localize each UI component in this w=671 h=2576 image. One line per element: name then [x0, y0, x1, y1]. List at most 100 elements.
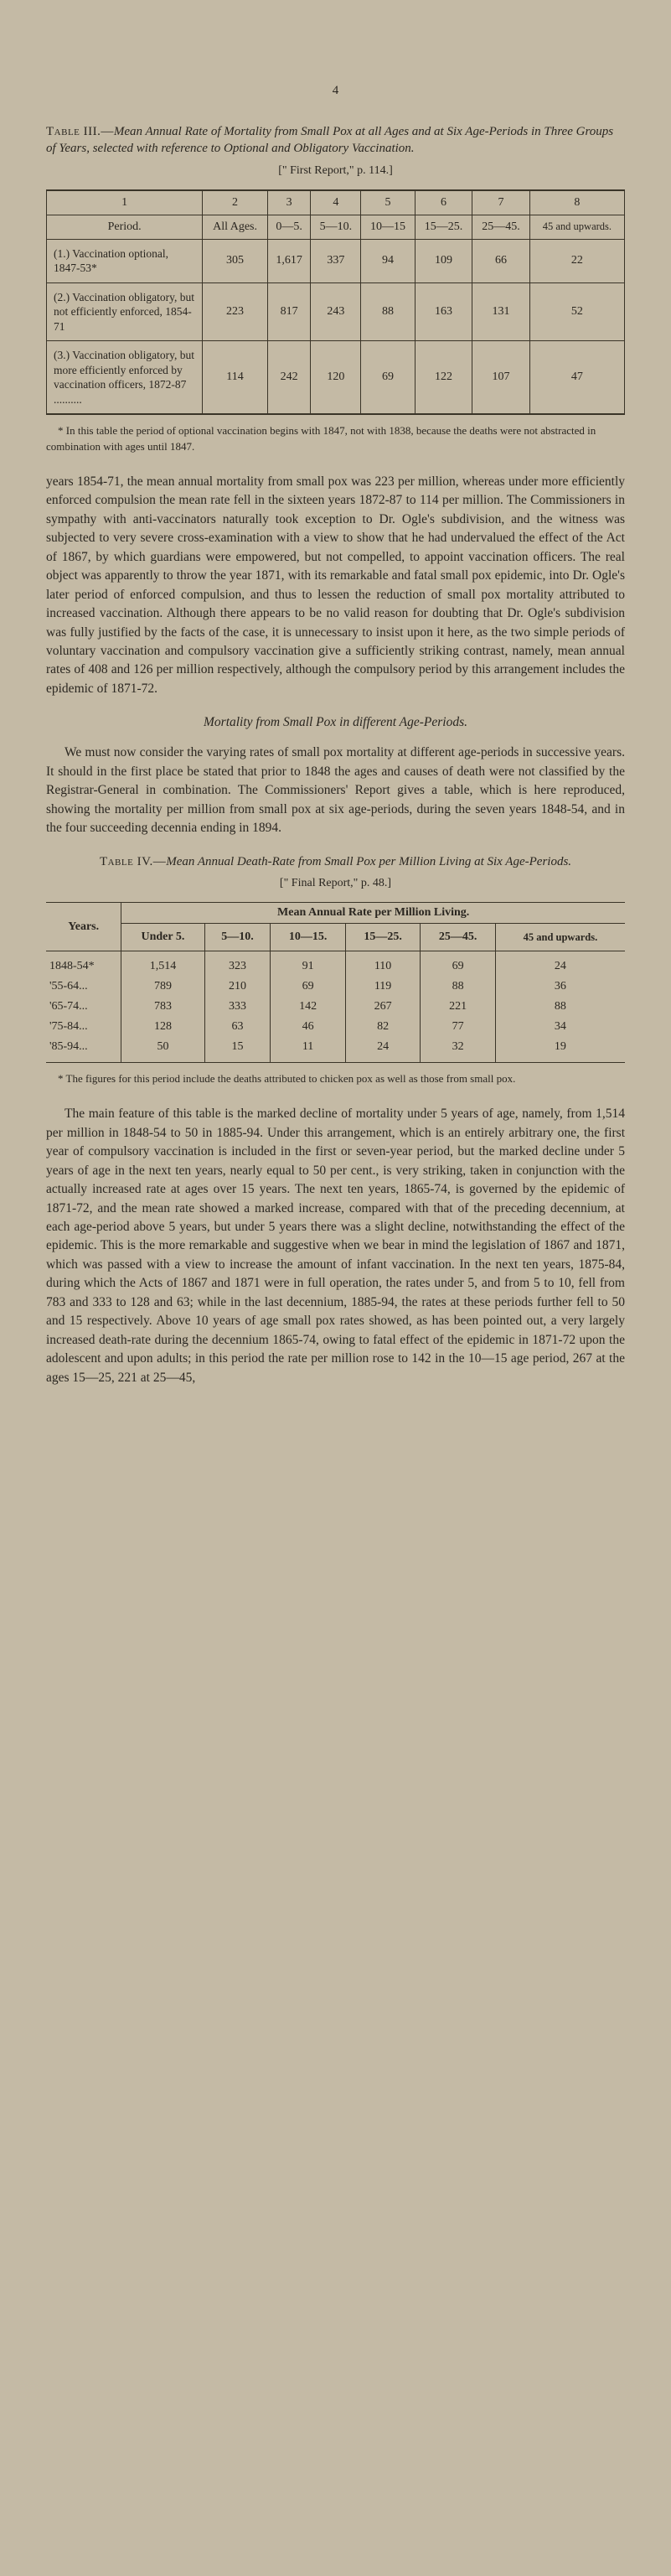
t3-r2-d: 163 — [415, 282, 472, 341]
section-heading: Mortality from Small Pox in different Ag… — [46, 715, 625, 730]
t4-r2-f: 36 — [495, 977, 625, 997]
t3-r3-e: 107 — [472, 341, 530, 415]
t4-h-15-25: 15—25. — [345, 924, 421, 951]
t3-r3-all: 114 — [203, 341, 268, 415]
t4-r5-f: 19 — [495, 1037, 625, 1063]
t3-r3-c: 69 — [361, 341, 415, 415]
t4-r2-y: '55-64... — [46, 977, 121, 997]
t4-h-5-10: 5—10. — [204, 924, 271, 951]
t3-r2-f: 52 — [529, 282, 624, 341]
t3-r1-all: 305 — [203, 239, 268, 282]
t3-h-period: Period. — [47, 215, 203, 239]
t4-r2-c: 69 — [271, 977, 346, 997]
t4-r3-c: 142 — [271, 997, 346, 1017]
t4-h-10-15: 10—15. — [271, 924, 346, 951]
page: 4 Table III.—Mean Annual Rate of Mortali… — [0, 0, 671, 2576]
t3-h-num4: 4 — [311, 190, 361, 215]
t3-h-15-25: 15—25. — [415, 215, 472, 239]
t3-r2-a: 817 — [267, 282, 311, 341]
t4-r5-a: 50 — [121, 1037, 204, 1063]
t3-r3-a: 242 — [267, 341, 311, 415]
t3-h-num2: 2 — [203, 190, 268, 215]
t4-h-45: 45 and upwards. — [495, 924, 625, 951]
t3-h-num3: 3 — [267, 190, 311, 215]
t4-row-2: '55-64... 789 210 69 119 88 36 — [46, 977, 625, 997]
table4: Years. Mean Annual Rate per Million Livi… — [46, 902, 625, 1063]
t4-r1-f: 24 — [495, 951, 625, 977]
t3-r3-period: (3.) Vaccination obligatory, but more ef… — [47, 341, 203, 415]
t4-r4-c: 46 — [271, 1017, 346, 1037]
t3-r3-f: 47 — [529, 341, 624, 415]
t4-r3-a: 783 — [121, 997, 204, 1017]
t3-h-5-10: 5—10. — [311, 215, 361, 239]
t4-h-u5: Under 5. — [121, 924, 204, 951]
t3-row-2: (2.) Vaccination obligatory, but not eff… — [47, 282, 625, 341]
t3-r1-e: 66 — [472, 239, 530, 282]
t4-r4-a: 128 — [121, 1017, 204, 1037]
t3-row-3: (3.) Vaccination obligatory, but more ef… — [47, 341, 625, 415]
t3-r1-b: 337 — [311, 239, 361, 282]
t3-h-25-45: 25—45. — [472, 215, 530, 239]
t4-row-1: 1848-54* 1,514 323 91 110 69 24 — [46, 951, 625, 977]
t3-h-num5: 5 — [361, 190, 415, 215]
table4-footnote: * The figures for this period include th… — [46, 1071, 625, 1086]
t4-r2-d: 119 — [345, 977, 421, 997]
t4-row-4: '75-84... 128 63 46 82 77 34 — [46, 1017, 625, 1037]
t4-r2-e: 88 — [421, 977, 496, 997]
t4-r4-y: '75-84... — [46, 1017, 121, 1037]
t4-r1-d: 110 — [345, 951, 421, 977]
paragraph-1: years 1854-71, the mean annual mortality… — [46, 473, 625, 699]
t3-r3-b: 120 — [311, 341, 361, 415]
t4-r4-e: 77 — [421, 1017, 496, 1037]
table3: 1 2 3 4 5 6 7 8 Period. All Ages. 0—5. 5… — [46, 189, 625, 416]
t4-r1-c: 91 — [271, 951, 346, 977]
t3-row-1: (1.) Vaccination optional, 1847-53* 305 … — [47, 239, 625, 282]
t3-r2-c: 88 — [361, 282, 415, 341]
paragraph-2: We must now consider the varying rates o… — [46, 744, 625, 837]
t4-row-3: '65-74... 783 333 142 267 221 88 — [46, 997, 625, 1017]
t3-h-all: All Ages. — [203, 215, 268, 239]
t3-h-num8: 8 — [529, 190, 624, 215]
t3-r1-c: 94 — [361, 239, 415, 282]
t4-r4-d: 82 — [345, 1017, 421, 1037]
t3-h-num1: 1 — [47, 190, 203, 215]
t3-r2-e: 131 — [472, 282, 530, 341]
t4-r2-a: 789 — [121, 977, 204, 997]
t4-r5-c: 11 — [271, 1037, 346, 1063]
t3-h-0-5: 0—5. — [267, 215, 311, 239]
t3-r3-d: 122 — [415, 341, 472, 415]
t3-h-10-15: 10—15 — [361, 215, 415, 239]
t4-r1-a: 1,514 — [121, 951, 204, 977]
t4-h-years: Years. — [46, 903, 121, 951]
t4-r5-e: 32 — [421, 1037, 496, 1063]
table3-subcaption: [" First Report," p. 114.] — [46, 164, 625, 178]
t3-r1-d: 109 — [415, 239, 472, 282]
table4-title: Mean Annual Death-Rate from Small Pox pe… — [166, 855, 571, 868]
t3-r1-f: 22 — [529, 239, 624, 282]
table4-lead: Table IV.— — [100, 855, 166, 868]
t4-r3-b: 333 — [204, 997, 271, 1017]
t4-r4-f: 34 — [495, 1017, 625, 1037]
t3-r2-all: 223 — [203, 282, 268, 341]
table3-caption: Table III.—Mean Annual Rate of Mortality… — [46, 123, 625, 158]
t4-r3-y: '65-74... — [46, 997, 121, 1017]
t3-h-45: 45 and upwards. — [529, 215, 624, 239]
t3-h-num7: 7 — [472, 190, 530, 215]
t4-h-25-45: 25—45. — [421, 924, 496, 951]
t4-r1-b: 323 — [204, 951, 271, 977]
t3-r2-b: 243 — [311, 282, 361, 341]
t3-r1-a: 1,617 — [267, 239, 311, 282]
table3-title: Mean Annual Rate of Mortality from Small… — [46, 125, 613, 155]
table3-lead: Table III.— — [46, 125, 114, 138]
t4-r3-e: 221 — [421, 997, 496, 1017]
page-number: 4 — [46, 84, 625, 98]
t4-r5-d: 24 — [345, 1037, 421, 1063]
t3-r2-period: (2.) Vaccination obligatory, but not eff… — [47, 282, 203, 341]
t4-h-span: Mean Annual Rate per Million Living. — [121, 903, 625, 924]
t4-r3-f: 88 — [495, 997, 625, 1017]
t4-r4-b: 63 — [204, 1017, 271, 1037]
t4-r2-b: 210 — [204, 977, 271, 997]
t4-r1-e: 69 — [421, 951, 496, 977]
t4-r5-b: 15 — [204, 1037, 271, 1063]
t4-r3-d: 267 — [345, 997, 421, 1017]
